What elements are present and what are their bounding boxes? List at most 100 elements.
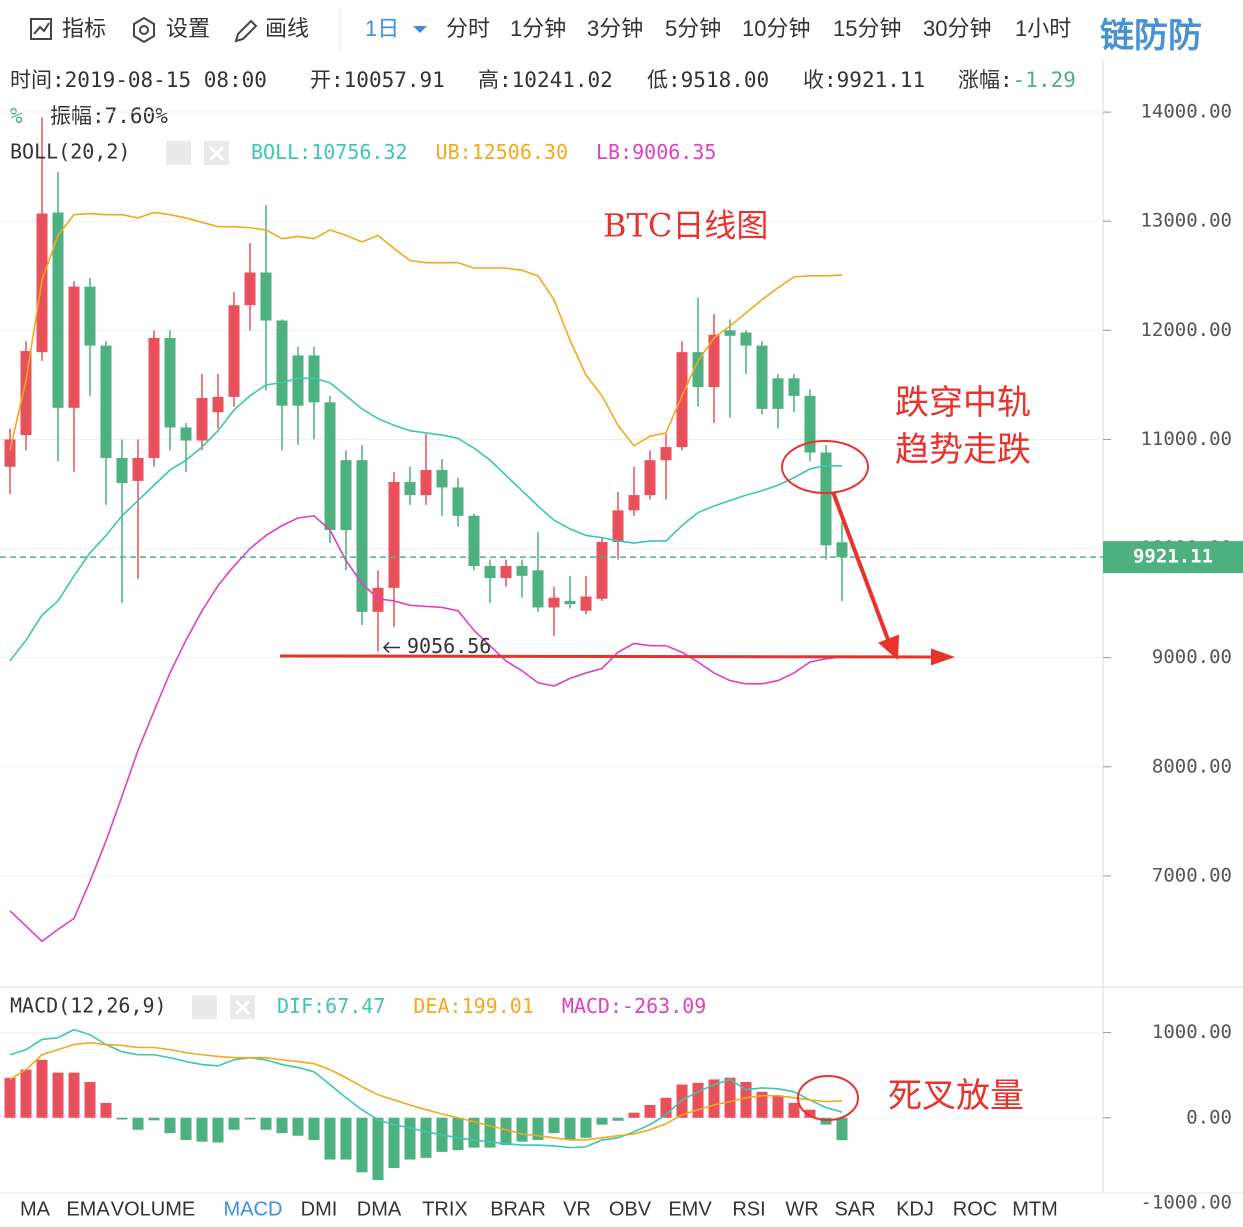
candle-body (772, 378, 784, 409)
legend-item: BOLL:10756.32 (251, 140, 408, 164)
macd-bar (244, 1117, 256, 1120)
y-tick-label: 14000.00 (1140, 101, 1232, 123)
indicator-line (9, 514, 843, 943)
interval[interactable]: 1分钟 (510, 16, 566, 41)
macd-bar (676, 1084, 688, 1118)
macd-bar (68, 1072, 80, 1118)
macd-bar (708, 1079, 720, 1118)
candle-body (580, 596, 592, 611)
macd-bar (516, 1117, 528, 1142)
tab-bar (0, 1193, 1243, 1227)
macd-bar (372, 1117, 384, 1180)
macd-bar (84, 1082, 96, 1118)
tab[interactable]: VOLUME (111, 1198, 195, 1220)
y-tick-label: 8000.00 (1152, 755, 1232, 777)
candle-body (356, 460, 368, 612)
macd-bar (148, 1117, 160, 1121)
interval[interactable]: 分时 (446, 16, 490, 41)
macd-bar (20, 1069, 32, 1118)
macd-bar (644, 1105, 656, 1118)
arrow-head (931, 648, 956, 666)
macd-bar (36, 1059, 48, 1118)
macd-bar (612, 1117, 624, 1121)
interval[interactable]: 10分钟 (742, 16, 810, 41)
info-label: 时间: (10, 68, 65, 92)
tool[interactable]: 设置 (166, 16, 210, 41)
interval[interactable]: 1日 (365, 16, 399, 41)
legend-item: LB:9006.35 (596, 140, 716, 164)
info-value: 10057.91 (344, 68, 445, 92)
macd-bar (260, 1117, 272, 1130)
candle-body (4, 439, 16, 467)
candle-body (820, 452, 832, 546)
settings-button[interactable] (166, 141, 191, 165)
candle-body (228, 305, 240, 397)
candle-body (276, 320, 288, 406)
tab[interactable]: SAR (834, 1198, 875, 1220)
candle-body (484, 566, 496, 579)
close-icon (234, 999, 251, 1016)
candle-body (84, 286, 96, 346)
tab[interactable]: WR (785, 1198, 818, 1220)
indicator-tabs: MA EMA VOLUME MACD DMI DMA TRIX BRAR VR OBV EMV RSI… (0, 1192, 1243, 1227)
info-value: 9921.11 (837, 68, 926, 92)
tab[interactable]: VR (563, 1198, 591, 1220)
plot: 7000.008000.009000.0010000.0011000.00120… (0, 60, 1243, 1214)
macd-bar (420, 1117, 432, 1158)
candle-body (500, 566, 512, 579)
macd-bar (580, 1117, 592, 1138)
candle-body (836, 542, 848, 558)
info-value: 2019-08-15 08:00 (65, 68, 267, 92)
tab[interactable]: KDJ (896, 1198, 934, 1220)
macd-bar (452, 1117, 464, 1151)
tab[interactable]: MTM (1012, 1198, 1058, 1220)
low-arrow (382, 641, 400, 654)
tab[interactable]: ROC (953, 1198, 997, 1220)
candle-body (628, 495, 640, 511)
interval[interactable]: 1小时 (1015, 16, 1071, 41)
tab[interactable]: BRAR (490, 1198, 546, 1220)
candle-body (148, 337, 160, 458)
tab[interactable]: EMV (668, 1198, 712, 1220)
candle-body (164, 337, 176, 428)
macd-bar (228, 1117, 240, 1130)
macd-bar (324, 1117, 336, 1160)
macd-bar (340, 1117, 352, 1160)
indicator-name: BOLL(20,2) (10, 140, 130, 164)
tab[interactable]: EMA (66, 1198, 110, 1220)
candle-body (52, 212, 64, 408)
candle-body (788, 378, 800, 396)
tab[interactable]: MA (20, 1198, 51, 1220)
macd-bar (788, 1102, 800, 1118)
candle-body (596, 542, 608, 599)
candle-body (708, 334, 720, 388)
legend-value: 67.47 (325, 994, 385, 1018)
tab[interactable]: DMA (357, 1198, 402, 1220)
macd-bar (484, 1117, 496, 1148)
legend-value: -263.09 (622, 994, 706, 1018)
icon-indicator[interactable] (30, 18, 52, 40)
settings-button[interactable] (192, 995, 217, 1019)
tab[interactable]: RSI (732, 1198, 765, 1220)
interval[interactable]: 30分钟 (923, 16, 991, 41)
candle-body (676, 352, 688, 448)
legend-name: LB: (596, 140, 632, 164)
y-tick-label: 12000.00 (1140, 319, 1232, 341)
candle-body (564, 600, 576, 605)
icon-draw[interactable] (234, 19, 258, 43)
icon-settings[interactable] (133, 16, 155, 44)
macd-bar (740, 1082, 752, 1118)
interval[interactable]: 15分钟 (833, 16, 901, 41)
tab[interactable]: TRIX (422, 1198, 468, 1220)
annotation-title: BTC日线图 (603, 207, 768, 245)
candle-body (420, 469, 432, 496)
amplitude: 振幅:7.60% (50, 104, 168, 128)
tool[interactable]: 画线 (265, 16, 309, 41)
interval[interactable]: 3分钟 (587, 16, 643, 41)
tab[interactable]: MACD (224, 1198, 283, 1220)
interval[interactable]: 5分钟 (665, 16, 721, 41)
tool[interactable]: 指标 (62, 16, 106, 41)
tab[interactable]: DMI (301, 1198, 338, 1220)
tab[interactable]: OBV (609, 1198, 652, 1220)
